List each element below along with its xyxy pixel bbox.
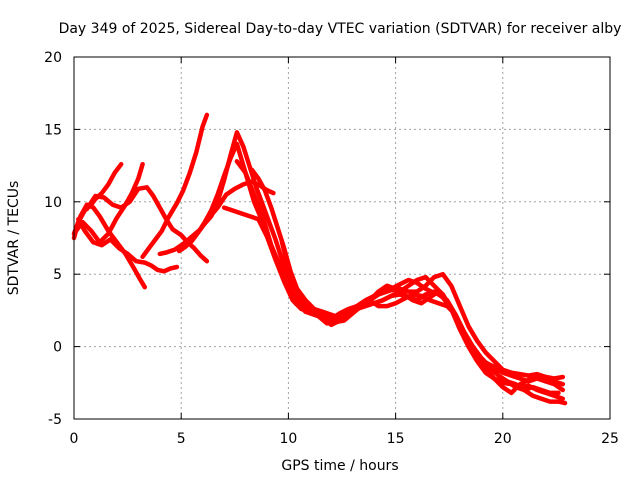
y-tick-label: 15: [44, 122, 62, 138]
series-line-arc-2: [71, 202, 148, 290]
series-line-arc-6: [140, 112, 210, 260]
y-tick-label: 0: [53, 340, 62, 356]
chart-title: Day 349 of 2025, Sidereal Day-to-day VTE…: [59, 21, 622, 37]
x-tick-label: 15: [387, 431, 405, 447]
y-tick-label: 20: [44, 50, 62, 66]
x-tick-label: 0: [70, 431, 79, 447]
series-group: [71, 112, 568, 406]
series-line-arc-9: [202, 130, 566, 396]
y-tick-label: 10: [44, 195, 62, 211]
plot-frame: [73, 56, 611, 420]
series-line-arc-3: [73, 161, 145, 245]
y-tick-label: -5: [48, 412, 62, 428]
x-tick-label: 10: [279, 431, 297, 447]
x-axis-label: GPS time / hours: [281, 458, 398, 474]
x-tick-label: 25: [601, 431, 619, 447]
series-line-arc-8: [176, 141, 566, 401]
grid-lines: [74, 57, 610, 419]
series-line-arc-13: [279, 240, 568, 406]
y-axis-label: SDTVAR / TECUs: [6, 181, 22, 296]
series-line-arc-4: [76, 216, 180, 274]
y-tick-label: 5: [53, 267, 62, 283]
axis-ticks: 0 5 10 15 20 25 -5 0 5 10 15 20: [44, 50, 619, 447]
series-line-arc-7: [157, 179, 276, 257]
x-tick-label: 5: [177, 431, 186, 447]
x-tick-label: 20: [494, 431, 512, 447]
series-line-arc-12: [249, 167, 566, 393]
